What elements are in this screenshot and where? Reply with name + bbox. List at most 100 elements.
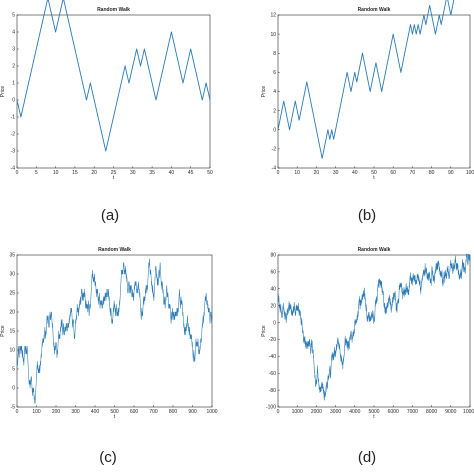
- x-tick-label: 40: [352, 170, 358, 176]
- series-line: [16, 258, 213, 404]
- y-tick-label: -2: [11, 132, 16, 138]
- chart-panel-1: 0 5 10 15 20 25 30 35 40 45 50-4-3-2-1012345Random…: [0, 0, 213, 224]
- x-tick-label: 6000: [388, 409, 399, 415]
- y-tick-label: 15: [9, 329, 15, 335]
- chart-panel-4: 0 1000 2000 3000 4000 5000 6000 7000 8000 9000 100…: [261, 247, 474, 466]
- x-tick-label: 100: [32, 409, 41, 415]
- series-line: [277, 0, 455, 159]
- x-tick-label: 5: [35, 170, 38, 176]
- x-tick-label: 10: [294, 170, 300, 176]
- x-tick-label: 700: [149, 409, 158, 415]
- x-tick-label: 2000: [311, 409, 322, 415]
- y-tick-label: -4: [272, 166, 277, 172]
- y-tick-label: 60: [270, 270, 276, 276]
- x-tick-label: 9000: [445, 409, 456, 415]
- y-tick-label: 0: [12, 386, 15, 392]
- x-tick-label: 600: [130, 409, 139, 415]
- x-tick-label: 400: [91, 409, 100, 415]
- y-tick-label: 80: [270, 253, 276, 259]
- x-tick-label: 80: [429, 170, 435, 176]
- y-tick-label: 0: [273, 320, 276, 326]
- x-tick-label: 35: [149, 170, 155, 176]
- chart-title: Random Walk: [358, 7, 391, 13]
- series-line: [16, 0, 211, 152]
- y-axis-label: Price: [0, 86, 6, 98]
- y-tick-label: 20: [9, 310, 15, 316]
- x-tick-label: 20: [314, 170, 320, 176]
- x-tick-label: 800: [169, 409, 178, 415]
- x-tick-label: 30: [130, 170, 136, 176]
- x-tick-label: 4000: [349, 409, 360, 415]
- panel-label: (c): [99, 449, 117, 466]
- panel-label: (a): [101, 207, 119, 224]
- x-tick-label: 45: [188, 170, 194, 176]
- y-tick-label: 5: [12, 13, 15, 19]
- chart-panel-2: 0 10 20 30 40 50 60 70 80 90 100 -4 -2 0 2 4 6 8 10 12 Rando…: [261, 0, 474, 224]
- chart-title: Random Walk: [98, 247, 131, 253]
- y-tick-label: -1: [11, 115, 16, 121]
- x-axis-label: t: [373, 414, 375, 420]
- x-tick-label: 0: [277, 170, 280, 176]
- plot-area: [16, 14, 211, 169]
- panel-label: (b): [358, 207, 376, 224]
- series-line: [277, 253, 471, 401]
- x-tick-label: 20: [91, 170, 97, 176]
- x-tick-label: 60: [390, 170, 396, 176]
- x-tick-label: 50: [207, 170, 213, 176]
- y-axis-label: Price: [261, 86, 267, 98]
- x-tick-label: 3000: [330, 409, 341, 415]
- y-tick-label: 5: [12, 367, 15, 373]
- x-tick-label: 70: [410, 170, 416, 176]
- x-tick-label: 50: [371, 170, 377, 176]
- y-tick-label: -60: [269, 371, 276, 377]
- x-tick-label: 15: [72, 170, 78, 176]
- plot-area: [16, 254, 213, 408]
- y-tick-label: -20: [269, 337, 276, 343]
- x-tick-label: 0: [16, 170, 19, 176]
- x-tick-label: 10000: [463, 409, 474, 415]
- y-tick-label: -100: [266, 405, 276, 411]
- x-tick-label: 90: [448, 170, 454, 176]
- y-tick-label: 2: [273, 108, 276, 114]
- x-tick-label: 30: [333, 170, 339, 176]
- y-tick-label: -5: [11, 405, 16, 411]
- y-tick-label: 3: [12, 47, 15, 53]
- x-tick-label: 25: [111, 170, 117, 176]
- y-tick-label: 12: [270, 13, 276, 19]
- y-tick-label: -2: [272, 147, 277, 153]
- y-tick-label: 35: [9, 253, 15, 259]
- y-tick-label: 8: [273, 51, 276, 57]
- x-axis-label: t: [114, 414, 116, 420]
- y-tick-label: 1: [12, 81, 15, 87]
- x-tick-label: 100: [466, 170, 474, 176]
- y-tick-label: 2: [12, 64, 15, 70]
- chart-panel-3: 0 100 200 300 400 500 600 700 800 900 1000-5051015…: [0, 247, 218, 466]
- y-tick-label: -40: [269, 354, 276, 360]
- x-tick-label: 40: [169, 170, 175, 176]
- x-tick-label: 900: [188, 409, 197, 415]
- x-tick-label: 0: [16, 409, 19, 415]
- y-tick-label: 0: [12, 98, 15, 104]
- y-tick-label: 20: [270, 303, 276, 309]
- x-tick-label: 8000: [426, 409, 437, 415]
- x-axis-label: t: [113, 175, 115, 181]
- x-tick-label: 5000: [368, 409, 379, 415]
- x-tick-label: 200: [52, 409, 61, 415]
- x-tick-label: 0: [277, 409, 280, 415]
- x-tick-label: 7000: [407, 409, 418, 415]
- plot-area: [277, 14, 471, 169]
- panel-label: (d): [358, 449, 376, 466]
- x-axis-label: t: [373, 175, 375, 181]
- y-tick-label: 40: [270, 286, 276, 292]
- y-tick-label: -4: [11, 166, 16, 172]
- chart-title: Random Walk: [358, 247, 391, 253]
- y-tick-label: 6: [273, 70, 276, 76]
- y-tick-label: 4: [12, 30, 15, 36]
- y-tick-label: 0: [273, 127, 276, 133]
- y-tick-label: 4: [273, 89, 276, 95]
- y-axis-label: Price: [261, 325, 267, 337]
- y-tick-label: -3: [11, 149, 16, 155]
- y-tick-label: 30: [9, 272, 15, 278]
- y-tick-label: -80: [269, 388, 276, 394]
- y-tick-label: 25: [9, 291, 15, 297]
